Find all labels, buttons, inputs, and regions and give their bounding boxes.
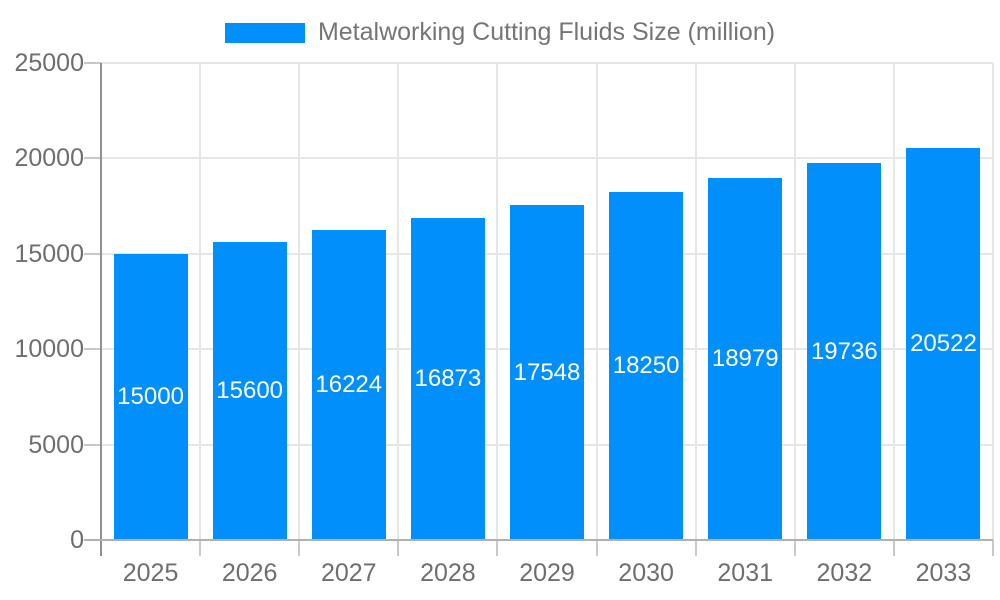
x-gridline	[793, 63, 796, 540]
bar-value-label: 16224	[315, 371, 383, 399]
y-tick	[84, 348, 101, 351]
bar-value-label: 18250	[612, 351, 680, 379]
y-axis-label: 10000	[14, 335, 84, 364]
x-axis-label: 2030	[618, 559, 674, 587]
x-tick	[694, 540, 697, 556]
x-gridline	[496, 63, 499, 540]
bar-value-label: 16873	[414, 365, 482, 393]
y-axis-label: 0	[70, 526, 84, 554]
bar-2033	[906, 148, 981, 540]
x-axis-label: 2032	[816, 559, 873, 587]
x-gridline	[892, 63, 895, 540]
bar-value-label: 15000	[117, 382, 184, 410]
x-gridline	[298, 63, 301, 540]
bar-2025	[113, 253, 188, 540]
x-axis-line	[84, 539, 993, 541]
bar-value-label: 19736	[810, 337, 878, 365]
bar-value-label: 18979	[711, 344, 779, 372]
legend-swatch	[224, 22, 305, 43]
y-axis-label: 15000	[14, 239, 84, 268]
y-axis-label: 20000	[14, 144, 84, 173]
x-tick	[298, 540, 301, 556]
x-gridline	[397, 63, 400, 540]
x-axis-label: 2027	[320, 559, 377, 587]
bar-value-label: 15600	[216, 377, 284, 405]
y-tick	[84, 443, 101, 446]
y-axis-label: 5000	[28, 430, 84, 459]
y-tick	[84, 252, 101, 255]
x-tick	[595, 540, 598, 556]
x-tick	[397, 540, 400, 556]
x-axis-label: 2025	[122, 559, 179, 587]
y-axis-line	[100, 63, 102, 556]
bar-2031	[708, 177, 783, 540]
x-axis-label: 2029	[519, 559, 575, 587]
bar-2030	[609, 191, 684, 540]
x-gridline	[595, 63, 598, 540]
x-tick	[892, 540, 895, 556]
bar-2029	[510, 205, 584, 540]
x-gridline	[992, 63, 994, 540]
x-gridline	[694, 63, 697, 540]
bar-value-label: 20522	[910, 330, 977, 358]
y-tick	[84, 157, 101, 160]
bar-2028	[410, 218, 485, 540]
y-axis-label: 25000	[14, 49, 84, 77]
y-tick	[84, 62, 101, 64]
x-axis-label: 2028	[420, 559, 476, 587]
x-axis-label: 2026	[221, 559, 278, 587]
x-axis-label: 2033	[915, 559, 972, 587]
chart-legend: Metalworking Cutting Fluids Size (millio…	[0, 18, 1000, 47]
bar-2026	[212, 242, 287, 540]
bar-2027	[311, 230, 386, 540]
x-tick	[992, 540, 994, 556]
x-tick	[793, 540, 796, 556]
y-gridline	[101, 62, 993, 64]
x-tick	[496, 540, 499, 556]
y-gridline	[101, 157, 993, 160]
bar-value-label: 17548	[513, 358, 581, 386]
x-gridline	[199, 63, 202, 540]
legend-label: Metalworking Cutting Fluids Size (millio…	[317, 18, 776, 46]
x-tick	[199, 540, 202, 556]
x-axis-label: 2031	[717, 559, 774, 587]
bar-2032	[807, 163, 882, 540]
